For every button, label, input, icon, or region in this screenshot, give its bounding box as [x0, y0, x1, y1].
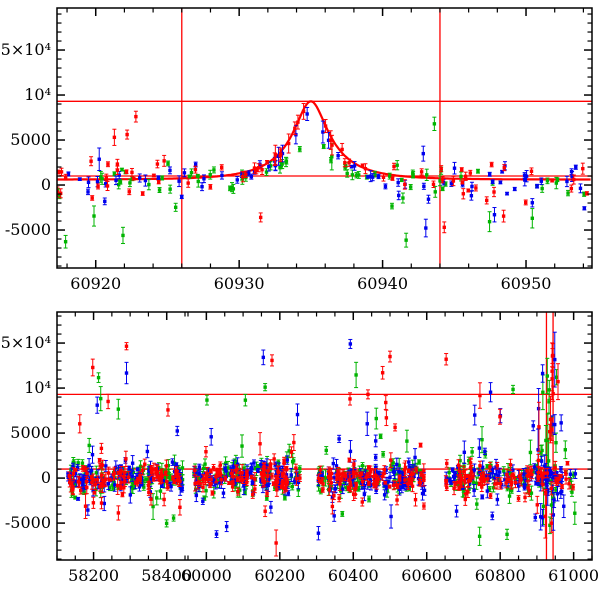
svg-text:0: 0	[41, 175, 51, 194]
top-extra-points	[63, 110, 497, 249]
bottom-data	[66, 331, 578, 557]
top-scatter-red-band	[57, 102, 589, 223]
top-panel-zoom-chart: 60920 60930 60940 60950 -5000 0 5000 10⁴ 1.5×10⁴	[0, 7, 593, 293]
bottom-axes	[56, 311, 593, 561]
bottom-scatter-blue-band	[66, 331, 578, 541]
svg-text:60930: 60930	[214, 274, 265, 293]
svg-text:-5000: -5000	[5, 220, 51, 239]
svg-text:60940: 60940	[357, 274, 408, 293]
svg-text:60920: 60920	[70, 274, 121, 293]
bottom-extra-points	[95, 338, 516, 414]
svg-text:10⁴: 10⁴	[24, 85, 51, 104]
top-data	[57, 102, 589, 249]
bottom-scatter-red-band	[67, 342, 576, 557]
svg-text:60950: 60950	[501, 274, 552, 293]
bottom-reference-lines	[57, 312, 592, 560]
top-tick-labels: 60920 60930 60940 60950 -5000 0 5000 10⁴ 1.5×10⁴	[0, 40, 551, 293]
top-scatter-green-band	[57, 116, 587, 248]
svg-text:1.5×10⁴: 1.5×10⁴	[0, 40, 51, 59]
top-axes	[56, 7, 593, 269]
top-scatter-blue-band	[66, 106, 587, 238]
top-reference-lines	[57, 8, 592, 268]
bottom-scatter-green-band	[68, 357, 577, 546]
top-model-curve	[57, 100, 591, 181]
svg-text:5000: 5000	[10, 130, 51, 149]
